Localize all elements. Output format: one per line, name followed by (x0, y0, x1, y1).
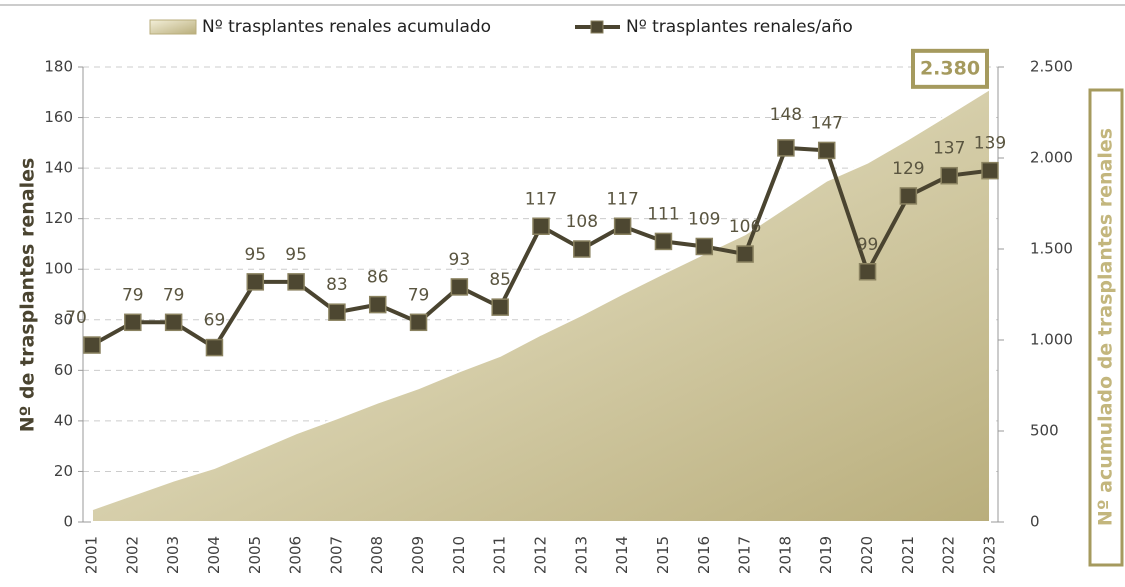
marker (124, 313, 142, 332)
x-tick-label: 2012 (532, 536, 550, 574)
data-label: 147 (811, 113, 843, 133)
legend-label: Nº trasplantes renales/año (626, 17, 853, 37)
x-tick-label: 2023 (981, 536, 999, 574)
y-axis-title: Nº de trasplantes renales (17, 158, 39, 433)
y-tick-label: 40 (54, 411, 73, 429)
y2-tick-label: 0 (1030, 513, 1040, 531)
marker (368, 295, 387, 314)
data-label: 117 (525, 189, 557, 209)
annotation: 2.380 (920, 57, 980, 79)
y2-axis-title: Nº acumulado de trasplantes renales (1095, 128, 1117, 526)
marker (83, 336, 101, 354)
data-label: 148 (770, 105, 802, 125)
x-tick-label: 2006 (287, 536, 305, 574)
data-label: 139 (974, 134, 1006, 154)
legend-label: Nº trasplantes renales acumulado (202, 17, 491, 37)
marker (777, 139, 795, 157)
data-label: 83 (326, 275, 348, 295)
data-label: 108 (566, 212, 598, 232)
x-tick-label: 2011 (491, 536, 509, 574)
area (91, 87, 991, 523)
marker (532, 217, 550, 235)
data-label: 69 (204, 311, 226, 331)
x-tick-label: 2004 (205, 536, 223, 574)
legend-marker (590, 20, 604, 34)
marker (981, 161, 999, 180)
data-label: 117 (606, 189, 638, 209)
x-tick-label: 2010 (450, 536, 468, 574)
x-tick-label: 2013 (572, 536, 590, 574)
marker (613, 217, 632, 235)
x-tick-label: 2015 (654, 536, 672, 574)
y-tick-label: 0 (63, 513, 73, 531)
data-label: 137 (933, 139, 965, 159)
data-label: 70 (65, 308, 87, 328)
y-tick-label: 140 (44, 159, 73, 177)
marker (736, 245, 754, 263)
y-tick-label: 80 (54, 310, 73, 328)
marker (205, 338, 224, 357)
marker (450, 278, 469, 296)
data-label: 99 (857, 235, 879, 255)
y2-tick-label: 1.500 (1030, 240, 1073, 258)
marker (817, 141, 836, 160)
x-tick-label: 2003 (164, 536, 182, 574)
data-label: 85 (489, 270, 511, 290)
y2-title-box (1088, 88, 1124, 567)
x-tick-label: 2001 (83, 536, 101, 574)
data-label: 95 (285, 245, 307, 265)
marker (491, 298, 509, 316)
x-tick-label: 2019 (817, 536, 835, 574)
y-tick-label: 180 (44, 58, 73, 76)
x-tick-label: 2008 (368, 536, 386, 574)
y-tick-label: 20 (54, 462, 73, 480)
y2-tick-label: 2.500 (1030, 58, 1073, 76)
data-label: 95 (244, 245, 266, 265)
y-tick-label: 120 (44, 209, 73, 227)
legend-swatch (149, 19, 197, 35)
marker (328, 303, 346, 321)
annotation-box (911, 48, 989, 89)
marker (899, 187, 918, 205)
y-tick-label: 60 (54, 361, 73, 379)
marker (287, 273, 305, 291)
marker (246, 273, 265, 291)
x-tick-label: 2002 (123, 536, 141, 574)
x-tick-label: 2020 (858, 536, 876, 574)
x-tick-label: 2017 (736, 536, 754, 574)
data-label: 109 (688, 209, 720, 229)
data-label: 111 (647, 204, 679, 224)
x-tick-label: 2021 (899, 536, 917, 574)
marker (573, 240, 591, 258)
marker (164, 313, 183, 332)
data-label: 79 (122, 285, 144, 305)
data-label: 86 (367, 268, 389, 288)
marker (409, 313, 428, 332)
x-tick-label: 2007 (327, 536, 345, 574)
y2-tick-label: 2.000 (1030, 149, 1073, 167)
y-tick-label: 100 (44, 260, 73, 278)
data-label: 106 (729, 217, 761, 237)
x-tick-label: 2014 (613, 536, 631, 574)
marker (695, 237, 714, 256)
data-label: 93 (449, 250, 471, 270)
data-label: 129 (892, 159, 924, 179)
y-tick-label: 160 (44, 108, 73, 126)
marker (858, 263, 877, 281)
x-tick-label: 2016 (695, 536, 713, 574)
y2-tick-label: 500 (1030, 422, 1059, 440)
x-tick-label: 2009 (409, 536, 427, 574)
marker (654, 232, 673, 251)
data-label: 79 (163, 285, 185, 305)
x-tick-label: 2022 (940, 536, 958, 574)
y2-tick-label: 1.000 (1030, 331, 1073, 349)
data-label: 79 (408, 285, 430, 305)
x-tick-label: 2018 (776, 536, 794, 574)
x-tick-label: 2005 (246, 536, 264, 574)
marker (940, 166, 958, 185)
